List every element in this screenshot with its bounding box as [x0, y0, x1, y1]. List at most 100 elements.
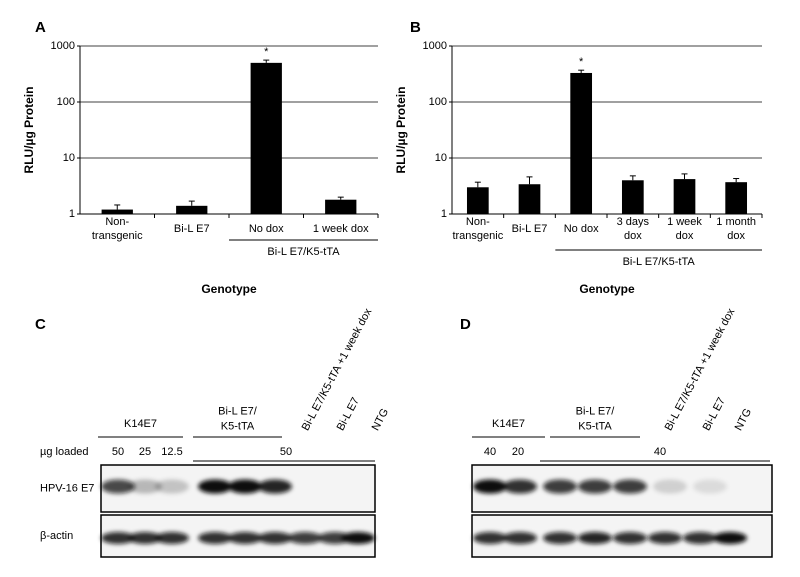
bar [466, 187, 489, 214]
row-label: HPV-16 E7 [40, 482, 94, 494]
lane-label: Bi-L E7/K5-tTA +1 week dox [663, 306, 738, 433]
y-tick-label: 100 [57, 96, 75, 108]
y-axis-label: RLU/µg Protein [22, 87, 36, 174]
band [101, 532, 135, 544]
x-tick-label-line: transgenic [452, 230, 503, 242]
blot-bands [101, 479, 292, 494]
lane-label: Bi-L E7 [701, 396, 728, 433]
band [288, 532, 322, 544]
group-label-line: Bi-L E7/ [576, 405, 616, 417]
group-label-line: Bi-L E7/ [218, 405, 258, 417]
x-tick-label-line: Non- [105, 216, 129, 228]
x-tick-label: Bi-L E7 [512, 223, 548, 235]
panel-label: A [35, 19, 46, 36]
band [648, 532, 682, 544]
y-tick-label: 100 [429, 96, 447, 108]
lane-label: NTG [733, 407, 755, 433]
band [128, 479, 162, 494]
blot-bands [101, 532, 375, 544]
bar [176, 205, 208, 214]
y-axis-label: RLU/µg Protein [394, 87, 408, 174]
group-label-line: K5-tTA [221, 420, 255, 432]
bar [570, 72, 593, 214]
annotation: * [579, 56, 584, 68]
y-tick-label: 10 [435, 152, 447, 164]
panel-label: B [410, 19, 421, 36]
band [578, 532, 612, 544]
x-tick-label-line: 1 week [667, 216, 702, 228]
x-tick-label-line: dox [727, 230, 745, 242]
lane-label: Bi-L E7/K5-tTA +1 week dox [300, 306, 375, 433]
band [653, 479, 687, 494]
blot-frame [471, 514, 773, 558]
panel-label: C [35, 316, 46, 333]
x-tick-label: Non-transgenic [92, 216, 143, 242]
band [128, 532, 162, 544]
x-tick-label: 1 week dox [667, 216, 702, 242]
group-label: K14E7 [492, 418, 525, 430]
band [693, 479, 727, 494]
blot-bands [473, 532, 747, 544]
x-tick-label: No dox [564, 223, 599, 235]
band [543, 532, 577, 544]
band [503, 532, 537, 544]
band [198, 532, 232, 544]
x-tick-label: 1 week dox [313, 223, 369, 235]
load-value: 40 [484, 446, 496, 458]
row-label: β-actin [40, 530, 73, 542]
x-tick-label: 1 month dox [716, 216, 756, 242]
bar [725, 182, 748, 214]
x-tick-label-line: dox [676, 230, 694, 242]
band [713, 532, 747, 544]
group-label-line: K5-tTA [578, 420, 612, 432]
bar [621, 180, 644, 214]
load-value: 20 [512, 446, 524, 458]
band [258, 532, 292, 544]
band [578, 479, 612, 494]
lane-label: Bi-L E7 [335, 396, 362, 433]
load-value: 50 [112, 446, 124, 458]
group-label: Bi-L E7/K5-tTA [623, 256, 696, 268]
loaded-label: µg loaded [40, 446, 89, 458]
band [155, 532, 189, 544]
bar [101, 209, 133, 214]
x-tick-label: 3 days dox [617, 216, 650, 242]
load-value: 25 [139, 446, 151, 458]
group-label: Bi-L E7/K5-tTA [267, 246, 340, 258]
x-tick-label: Non-transgenic [452, 216, 503, 242]
band [228, 532, 262, 544]
group-label: Bi-L E7/K5-tTA [576, 405, 616, 432]
x-tick-label-line: dox [624, 230, 642, 242]
band [473, 479, 507, 494]
load-value: 40 [654, 446, 666, 458]
y-tick-label: 1 [441, 208, 447, 220]
x-axis-label: Genotype [201, 282, 257, 296]
band [198, 479, 232, 494]
band [228, 479, 262, 494]
band [613, 532, 647, 544]
x-tick-label-line: Non- [466, 216, 490, 228]
x-tick-label-line: 1 month [716, 216, 756, 228]
y-tick-label: 1 [69, 208, 75, 220]
y-tick-label: 10 [63, 152, 75, 164]
x-tick-label-line: 3 days [617, 216, 650, 228]
blot-bands [473, 479, 727, 494]
blot-frame [100, 514, 376, 558]
y-tick-label: 1000 [51, 40, 75, 52]
bar [250, 62, 282, 214]
load-value: 12.5 [161, 446, 182, 458]
bar [518, 184, 541, 214]
band [543, 479, 577, 494]
x-axis-label: Genotype [579, 282, 635, 296]
x-tick-label: No dox [249, 223, 284, 235]
band [341, 532, 375, 544]
band [473, 532, 507, 544]
x-tick-label: Bi-L E7 [174, 223, 210, 235]
bar [325, 199, 357, 214]
x-tick-label-line: transgenic [92, 230, 143, 242]
blot-frame [471, 464, 773, 513]
panel-label: D [460, 316, 471, 333]
lane-label: NTG [370, 407, 392, 433]
annotation: * [264, 46, 269, 58]
